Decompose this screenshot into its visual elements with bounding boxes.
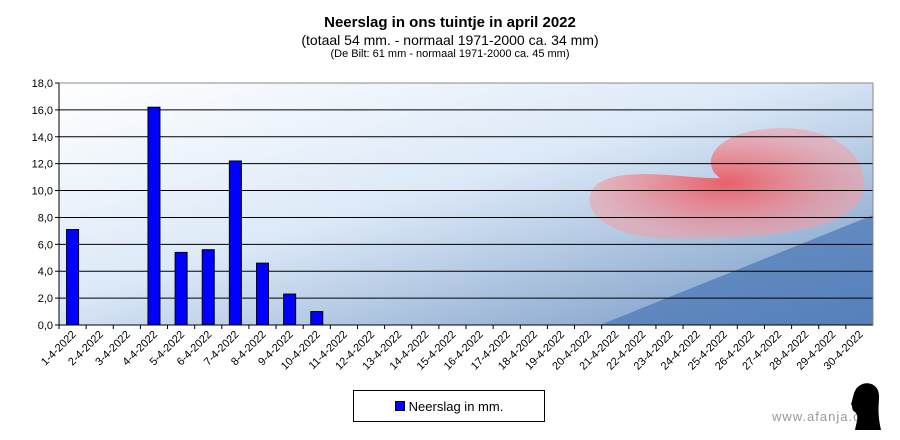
bar bbox=[174, 251, 188, 326]
chart-subtitle-2: (De Bilt: 61 mm - normaal 1971-2000 ca. … bbox=[330, 48, 570, 60]
legend: Neerslag in mm. bbox=[353, 390, 545, 422]
silhouette-logo bbox=[851, 383, 881, 430]
bar bbox=[201, 249, 215, 326]
bar bbox=[283, 293, 297, 326]
y-tick-label: 16,0 bbox=[32, 105, 53, 117]
y-tick-label: 8,0 bbox=[38, 212, 53, 224]
y-tick-label: 4,0 bbox=[38, 266, 53, 278]
chart-title: Neerslag in ons tuintje in april 2022 bbox=[324, 14, 576, 31]
legend-swatch bbox=[394, 401, 405, 411]
y-tick-label: 10,0 bbox=[32, 186, 53, 198]
y-tick-label: 0,0 bbox=[38, 320, 53, 332]
chart-subtitle: (totaal 54 mm. - normaal 1971-2000 ca. 3… bbox=[301, 32, 599, 48]
y-tick-label: 18,0 bbox=[32, 78, 53, 90]
bar bbox=[310, 311, 324, 326]
legend-label: Neerslag in mm. bbox=[408, 398, 504, 414]
y-tick-label: 12,0 bbox=[32, 159, 53, 171]
bar bbox=[228, 160, 242, 326]
bar bbox=[147, 106, 161, 326]
y-tick-label: 2,0 bbox=[38, 293, 53, 305]
watermark: www.afanja.com bbox=[772, 409, 881, 424]
y-tick-label: 6,0 bbox=[38, 239, 53, 251]
background-decoration-red bbox=[589, 128, 865, 239]
background-decoration bbox=[600, 215, 873, 325]
bar bbox=[66, 229, 80, 326]
bar bbox=[256, 262, 269, 326]
y-tick-label: 14,0 bbox=[32, 132, 53, 144]
